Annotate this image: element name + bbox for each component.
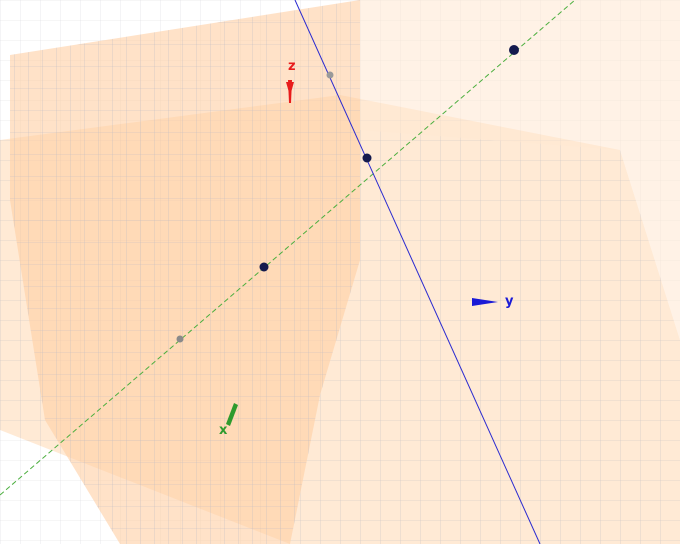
point-gray-upper[interactable] [326,71,334,79]
right-plane-region [360,0,680,340]
green-line[interactable] [0,0,576,496]
z-axis-arrow-icon [286,80,294,103]
point-center[interactable] [259,262,269,272]
y-axis-label: y [505,294,514,309]
x-axis-label: x [219,423,228,438]
point-top-right[interactable] [509,45,519,55]
vertical-plane[interactable] [10,0,360,544]
z-axis-label: z [288,59,296,74]
blue-line[interactable] [294,0,541,544]
x-axis-arrow-icon [226,403,238,426]
point-gray-lower[interactable] [176,335,184,343]
point-intersection[interactable] [362,153,372,163]
y-axis-arrow-icon [472,298,498,306]
